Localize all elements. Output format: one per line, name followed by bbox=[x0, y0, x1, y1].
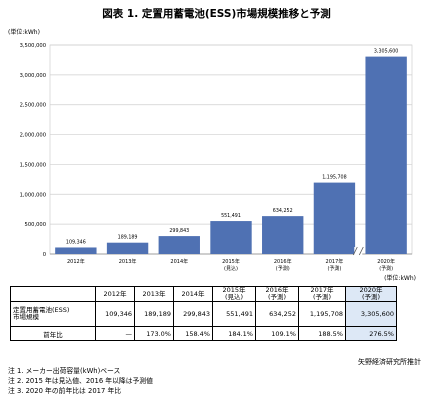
x-tick-sublabel: (見込) bbox=[224, 265, 238, 272]
axis-break-mark bbox=[358, 246, 364, 256]
bar bbox=[313, 182, 356, 254]
y-tick-label: 2,000,000 bbox=[20, 133, 46, 139]
x-tick-sublabel: (予測) bbox=[327, 265, 341, 272]
data-label: 189,189 bbox=[118, 235, 138, 241]
table-header-row: 2012年 2013年 2014年 2015年 (見込) 2016年 (予測) 20… bbox=[10, 285, 397, 303]
bar bbox=[210, 221, 252, 254]
cell-yoy-2017: 188.5% bbox=[298, 326, 346, 342]
cell-yoy-2015: 184.1% bbox=[212, 326, 256, 342]
notes-block: 注 1. メーカー出荷容量(kWh)ベース 注 2. 2015 年は見込値、20… bbox=[8, 366, 153, 396]
x-tick-label: 2012年 bbox=[67, 258, 85, 265]
axis-break-gap bbox=[354, 247, 363, 256]
cell-market-2014: 299,843 bbox=[173, 301, 213, 328]
note-3: 注 3. 2020 年の前年比は 2017 年比 bbox=[8, 387, 122, 395]
data-label: 299,843 bbox=[169, 228, 189, 234]
bar bbox=[262, 216, 304, 254]
table-header-2013: 2013年 bbox=[134, 285, 174, 303]
cell-yoy-2012: — bbox=[95, 326, 135, 342]
data-label: 551,491 bbox=[221, 213, 241, 219]
x-tick-label: 2014年 bbox=[170, 258, 188, 265]
x-tick-label: 2013年 bbox=[119, 258, 137, 265]
x-tick-label: 2020年 bbox=[377, 258, 395, 265]
data-label: 1,195,708 bbox=[322, 175, 346, 181]
row-label-market-size: 定置用蓄電池(ESS) 市場規模 bbox=[10, 301, 96, 328]
table-header-2017: 2017年 (予測) bbox=[298, 285, 346, 303]
cell-market-2013: 189,189 bbox=[134, 301, 174, 328]
bar bbox=[106, 242, 149, 254]
cell-market-2015: 551,491 bbox=[212, 301, 256, 328]
bars bbox=[55, 56, 407, 254]
y-axis-labels: 0 500,000 1,000,000 1,500,000 2,000,000 2,500… bbox=[8, 28, 46, 258]
data-label: 3,305,600 bbox=[374, 49, 398, 55]
cell-market-2016: 634,252 bbox=[255, 301, 299, 328]
chart-extras: (単位:kWh) bbox=[352, 246, 416, 282]
y-tick-label: 0 bbox=[43, 252, 46, 258]
cell-yoy-2013: 173.0% bbox=[134, 326, 174, 342]
y-tick-label: 3,000,000 bbox=[20, 73, 46, 79]
x-tick-sublabel: (予測) bbox=[379, 265, 393, 272]
table-header-2020: 2020年 (予測) bbox=[345, 285, 397, 303]
note-1: 注 1. メーカー出荷容量(kWh)ベース bbox=[8, 367, 121, 375]
y-tick-label: 1,500,000 bbox=[20, 162, 46, 168]
bar bbox=[365, 56, 407, 254]
table-header-2015: 2015年 (見込) bbox=[212, 285, 256, 303]
x-tick-sublabel: (予測) bbox=[276, 265, 290, 272]
bar bbox=[158, 236, 200, 254]
bar-chart: 0 500,000 1,000,000 1,500,000 2,000,000 2,500… bbox=[8, 28, 416, 282]
table-row-yoy: 前年比 — 173.0% 158.4% 184.1% 109.1% 188.5%… bbox=[10, 326, 397, 342]
data-label: 109,346 bbox=[66, 239, 86, 245]
cell-market-2012: 109,346 bbox=[95, 301, 135, 328]
x-axis-labels: 2012年 2013年 2014年 2015年(見込)2016年(予測)2017年(予… bbox=[67, 258, 395, 272]
data-table: 2012年 2013年 2014年 2015年 (見込) 2016年 (予測) 20… bbox=[10, 285, 397, 342]
cell-market-2020: 3,305,600 bbox=[345, 301, 397, 328]
bar bbox=[55, 247, 97, 254]
value-labels: 109,346 189,189 299,843 551,491 634,252 1,195… bbox=[66, 49, 398, 246]
table-corner-cell bbox=[10, 285, 96, 303]
x-tick-label: 2016年 bbox=[274, 258, 292, 265]
y-tick-label: 1,000,000 bbox=[20, 192, 46, 198]
table-header-2014: 2014年 bbox=[173, 285, 213, 303]
y-tick-label: 500,000 bbox=[25, 222, 46, 228]
cell-yoy-2020: 276.5% bbox=[345, 326, 397, 342]
chart-title: 図表 1. 定置用蓄電池(ESS)市場規模推移と予測 bbox=[102, 8, 331, 20]
table-header-2012: 2012年 bbox=[95, 285, 135, 303]
data-label: 634,252 bbox=[273, 208, 293, 214]
y-axis-unit: (単位:kWh) bbox=[8, 28, 40, 36]
axis-break-mark bbox=[352, 246, 358, 256]
y-tick-label: 2,500,000 bbox=[20, 103, 46, 109]
cell-market-2017: 1,195,708 bbox=[298, 301, 346, 328]
source-credit: 矢野経済研究所推計 bbox=[358, 358, 421, 366]
y-tick-label: 3,500,000 bbox=[20, 43, 46, 49]
cell-yoy-2014: 158.4% bbox=[173, 326, 213, 342]
note-2: 注 2. 2015 年は見込値、2016 年以降は予測値 bbox=[8, 377, 153, 385]
table-header-2016: 2016年 (予測) bbox=[255, 285, 299, 303]
x-tick-label: 2017年 bbox=[326, 258, 344, 265]
unit-note: (単位:kWh) bbox=[384, 274, 416, 282]
cell-yoy-2016: 109.1% bbox=[255, 326, 299, 342]
x-tick-label: 2015年 bbox=[222, 258, 240, 265]
row-label-yoy: 前年比 bbox=[10, 326, 96, 342]
table-row-market-size: 定置用蓄電池(ESS) 市場規模 109,346 189,189 299,843 … bbox=[10, 301, 397, 328]
